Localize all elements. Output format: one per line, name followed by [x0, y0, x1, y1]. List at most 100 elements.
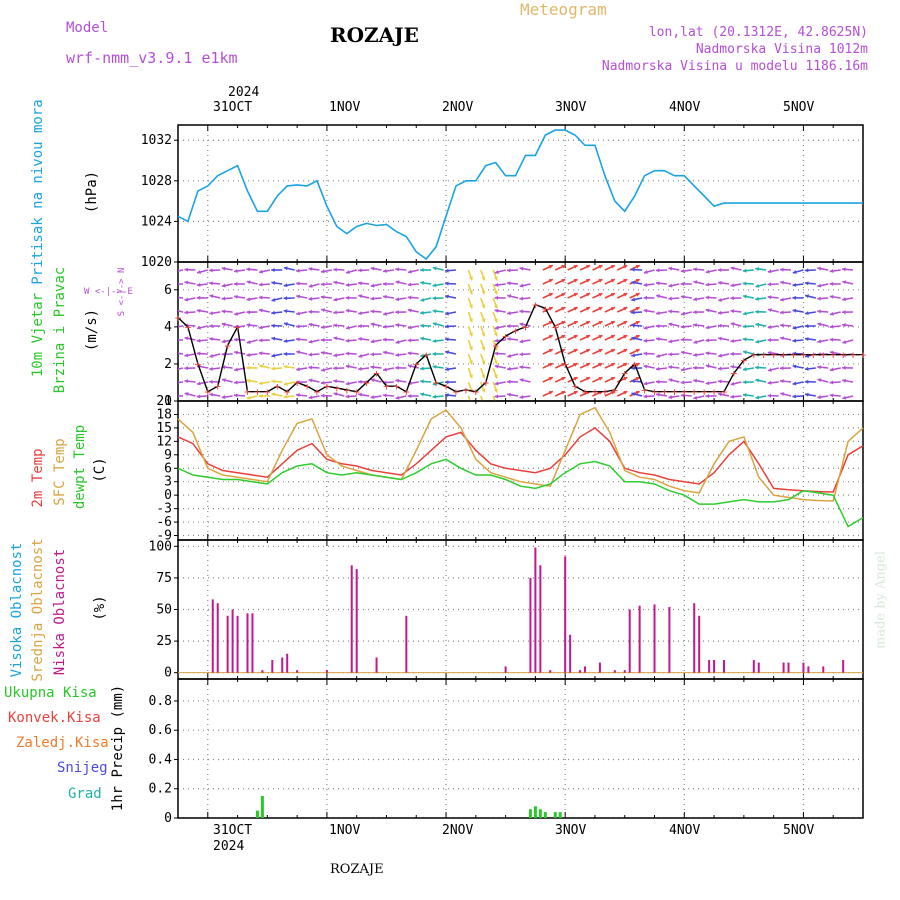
- wind-arrow-head: [519, 309, 524, 314]
- cloud-bar: [752, 660, 755, 673]
- wind-arrow-head: [693, 297, 698, 302]
- wind-arrow-head: [494, 402, 498, 406]
- wind-arrow-head: [718, 392, 722, 397]
- wind-arrow-head: [610, 348, 615, 353]
- wind-arrow-head: [643, 394, 648, 399]
- wind-arrow-head: [817, 365, 821, 370]
- wind-arrow-head: [395, 310, 399, 315]
- wind-arrow-head: [445, 367, 449, 372]
- wind-arrow-head: [829, 281, 834, 286]
- wind-arrow-head: [172, 368, 176, 372]
- wind-arrow-head: [804, 379, 809, 384]
- wind-arrow-head: [635, 320, 640, 325]
- wind-arrow-head: [610, 320, 615, 325]
- wind-arrow-head: [573, 292, 578, 297]
- wind-arrow-head: [548, 390, 553, 395]
- wind-arrow-head: [705, 351, 710, 356]
- wind-arrow-head: [320, 325, 325, 330]
- wind-gust-marker: +: [770, 349, 777, 362]
- wind-arrow-head: [259, 325, 263, 330]
- wind-arrow-head: [184, 379, 189, 384]
- wind-arrow-head: [668, 365, 673, 370]
- wind-arrow-head: [780, 267, 784, 272]
- wind-arrow: [480, 395, 484, 401]
- wind-arrow-head: [610, 292, 615, 297]
- wind-arrow-head: [494, 364, 499, 369]
- wind-arrow-head: [246, 395, 251, 400]
- cloud-bar: [653, 604, 656, 673]
- wind-arrow-head: [259, 308, 263, 313]
- wind-arrow-head: [643, 295, 647, 300]
- wind-arrow-head: [842, 395, 847, 400]
- cloud-bar: [802, 662, 805, 673]
- wind-arrow-head: [610, 334, 615, 339]
- wind-arrow-head: [519, 365, 524, 370]
- wind-arrow-head: [730, 283, 735, 288]
- wind-arrow-head: [271, 280, 276, 285]
- wind-arrow-head: [221, 322, 226, 327]
- wind-arrow-head: [184, 297, 189, 302]
- wind-arrow-head: [643, 364, 648, 369]
- wind-arrow-head: [680, 324, 685, 329]
- wind-arrow-head: [395, 297, 400, 302]
- wind-arrow-head: [481, 388, 486, 393]
- cloud-bar: [598, 662, 601, 673]
- day-label-top-0: 31OCT: [213, 100, 253, 115]
- wind-arrow-head: [573, 390, 578, 395]
- wind-arrow-head: [271, 310, 275, 315]
- wind-arrow-head: [705, 364, 710, 369]
- wind-arrow-head: [767, 295, 772, 300]
- wind-arrow-head: [792, 282, 797, 287]
- wind-arrow-head: [444, 324, 449, 329]
- wind-arrow-head: [742, 380, 747, 385]
- wind-arrow-head: [320, 350, 325, 355]
- wind-gust-marker: +: [363, 376, 370, 389]
- wind-arrow-head: [680, 350, 685, 355]
- wind-arrow-head: [469, 290, 473, 295]
- wind-arrow-head: [358, 311, 362, 316]
- wind-arrow-head: [780, 366, 784, 371]
- wind-arrow-head: [623, 362, 628, 367]
- wind-arrow-head: [196, 308, 201, 313]
- wind-arrow-head: [742, 294, 747, 299]
- wind-arrow-head: [507, 366, 511, 371]
- precip-side-label-4: Snijeg: [57, 760, 108, 776]
- cloud-bar: [564, 556, 567, 673]
- wind-arrow-head: [271, 336, 276, 341]
- wind-gust-marker: +: [324, 380, 331, 393]
- lonlat: lon,lat (20.1312E, 42.8625N): [648, 25, 868, 40]
- cloud-bar: [638, 605, 641, 673]
- wind-arrow-head: [184, 280, 189, 285]
- wind-arrow-head: [333, 379, 337, 384]
- wind-arrow-head: [196, 394, 201, 399]
- wind-arrow-head: [829, 294, 834, 299]
- wind-arrow-head: [767, 325, 772, 330]
- wind-arrow-head: [548, 306, 553, 311]
- wind-arrow-head: [469, 374, 473, 379]
- wind-arrow-head: [635, 334, 640, 339]
- wind-arrow-head: [668, 378, 673, 383]
- wind-arrow-head: [308, 296, 313, 301]
- wind-arrow-head: [407, 394, 412, 399]
- wind-arrow-head: [561, 306, 566, 311]
- station-title: ROZAJE: [330, 23, 419, 47]
- ytick-label: 100: [149, 539, 172, 554]
- wind-arrow-head: [333, 353, 338, 358]
- wind-arrow-head: [209, 353, 214, 358]
- ytick-label: 1032: [141, 133, 172, 148]
- ytick-label: 0.4: [149, 752, 173, 767]
- wind-gust-marker: +: [512, 325, 519, 338]
- panel-frame-precip: [177, 678, 864, 819]
- wind-arrow-head: [507, 281, 511, 286]
- wind-arrow-head: [767, 350, 772, 355]
- elevation: Nadmorska Visina 1012m: [695, 42, 868, 57]
- wind-arrow-head: [548, 348, 553, 353]
- wind-arrow-head: [184, 267, 188, 272]
- wind-gust-marker: +: [423, 349, 430, 362]
- wind-arrow-head: [346, 269, 350, 274]
- wind-arrow-head: [693, 352, 697, 357]
- cloud-bar: [236, 615, 239, 673]
- wind-arrow-head: [246, 280, 251, 285]
- wind-arrow-head: [246, 352, 251, 357]
- wind-gust-marker: +: [532, 299, 539, 312]
